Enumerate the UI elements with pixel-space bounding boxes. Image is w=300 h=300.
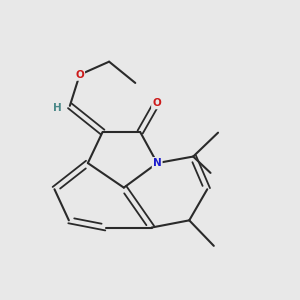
Text: H: H — [53, 103, 62, 113]
Text: N: N — [153, 158, 162, 168]
Text: O: O — [152, 98, 161, 108]
Text: O: O — [75, 70, 84, 80]
